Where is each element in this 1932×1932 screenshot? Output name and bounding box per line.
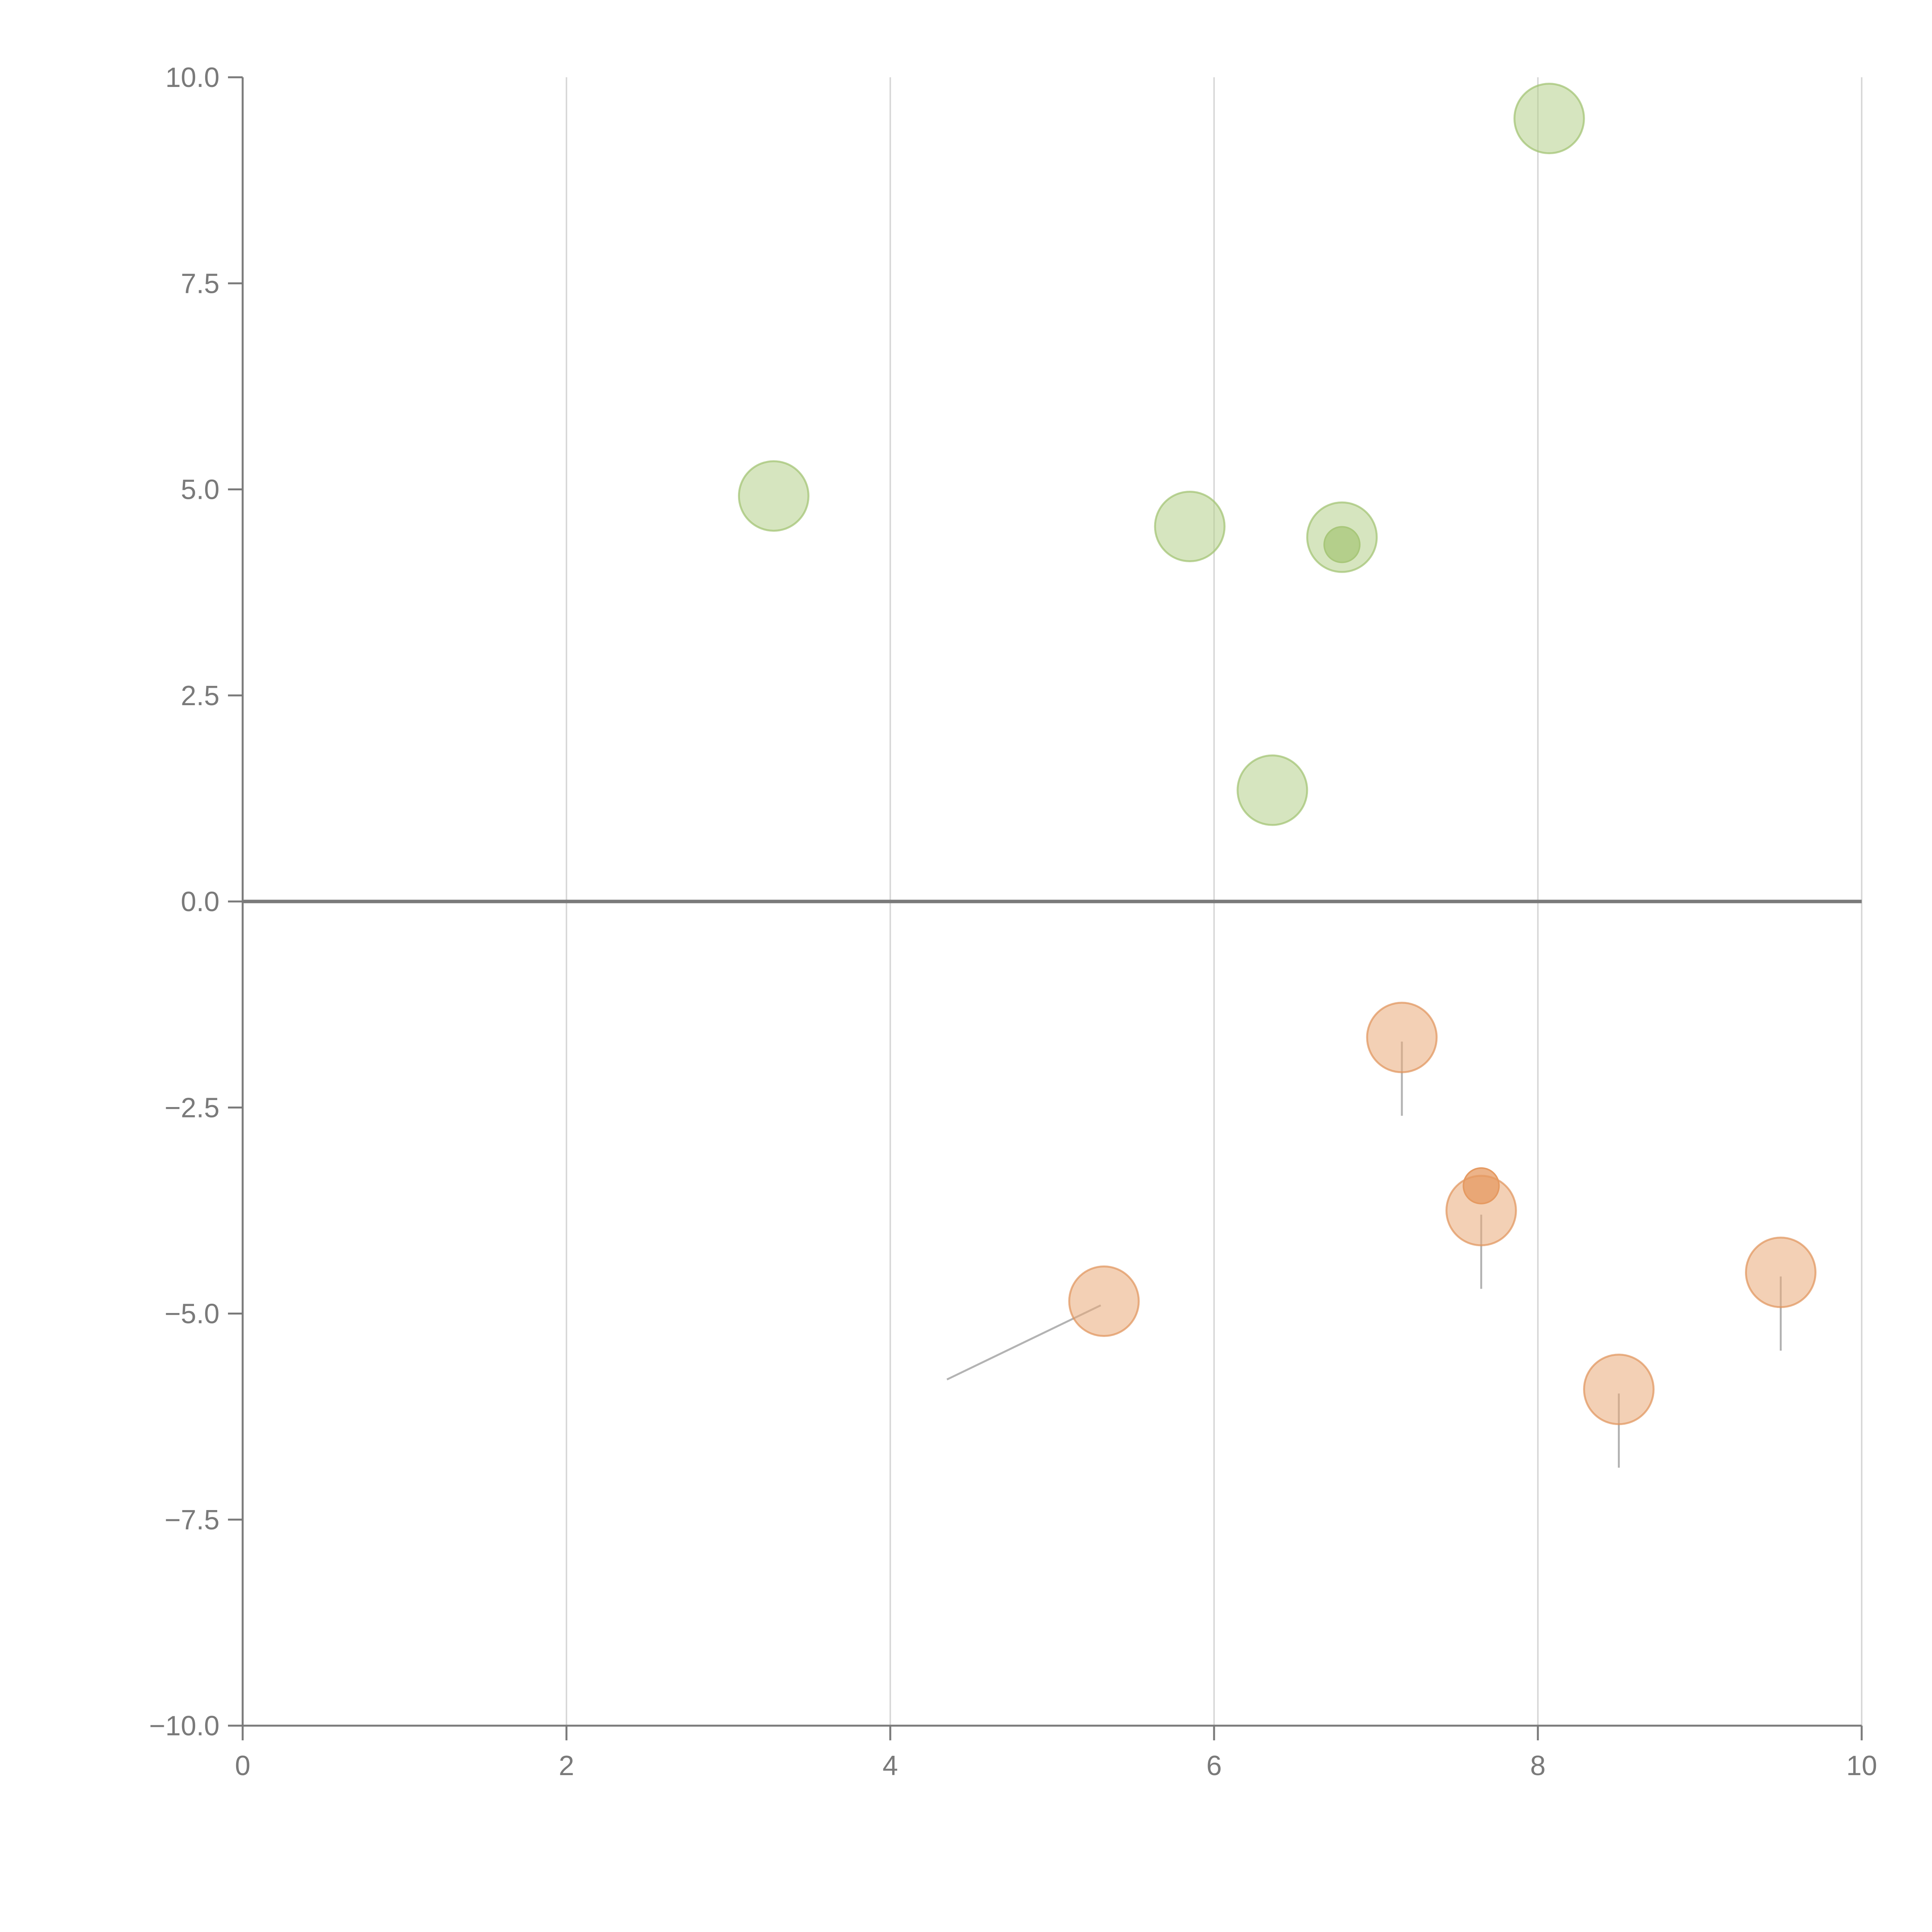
- small-points: [1323, 526, 1500, 1204]
- positive-point: [1513, 83, 1585, 155]
- x-tick-label: 2: [559, 1750, 574, 1781]
- small-point: [1463, 1167, 1500, 1204]
- x-tick-label: 6: [1206, 1750, 1222, 1781]
- negative-point: [1583, 1354, 1655, 1425]
- negative-point: [1745, 1236, 1816, 1308]
- y-tick-label: −10.0: [149, 1711, 219, 1742]
- y-tick-label: −2.5: [165, 1092, 219, 1123]
- y-tick-label: 10.0: [165, 62, 219, 93]
- y-tick-label: 7.5: [181, 268, 219, 299]
- x-tick-label: 0: [235, 1750, 250, 1781]
- negative-point: [1068, 1265, 1140, 1337]
- positive-point: [1236, 754, 1308, 826]
- data-points: [738, 83, 1816, 1425]
- positive-point: [738, 460, 810, 532]
- y-tick-label: −7.5: [165, 1505, 219, 1536]
- y-tick-label: 2.5: [181, 680, 219, 711]
- x-axis-ticks: 0 2 4 6 8 10: [235, 1726, 1877, 1781]
- negative-point: [1366, 1002, 1438, 1073]
- leader-lines: [946, 1041, 1782, 1468]
- x-tick-label: 10: [1846, 1750, 1877, 1781]
- x-tick-label: 8: [1530, 1750, 1546, 1781]
- y-tick-label: 0.0: [181, 886, 219, 917]
- x-tick-label: 4: [883, 1750, 898, 1781]
- axes: [242, 77, 1862, 1727]
- small-point: [1323, 526, 1361, 563]
- positive-point: [1154, 490, 1226, 562]
- y-tick-label: 5.0: [181, 474, 219, 505]
- y-tick-label: −5.0: [165, 1299, 219, 1330]
- y-axis-ticks: 10.0 7.5 5.0 2.5 0.0 −2.5 −5.0 −7.5 −10.0: [149, 62, 243, 1742]
